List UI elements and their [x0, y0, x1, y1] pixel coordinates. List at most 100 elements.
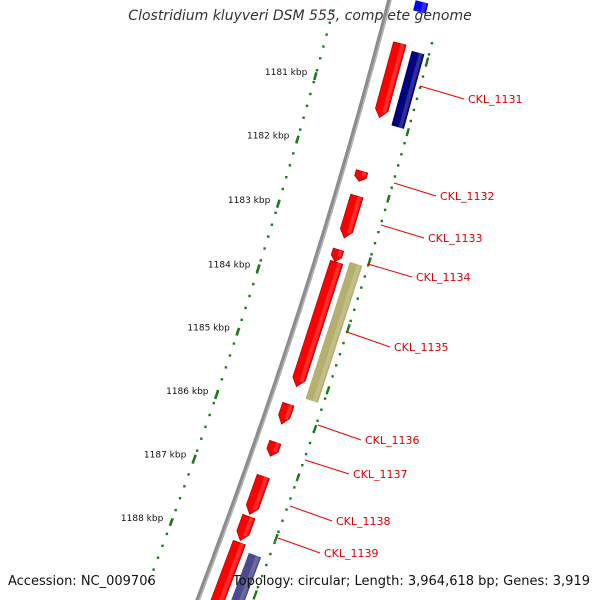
track-dash	[252, 590, 258, 599]
track-dot	[370, 253, 373, 256]
track-dot	[263, 247, 266, 250]
track-dot	[312, 80, 315, 84]
track-dot	[320, 408, 323, 411]
scale-tick	[295, 135, 300, 144]
gene-label-text: CKL_1138	[336, 515, 391, 528]
track-dot	[156, 556, 160, 559]
track-dot	[204, 425, 207, 428]
track-dot	[259, 259, 262, 262]
feature-body	[245, 473, 270, 515]
track-dot	[328, 21, 331, 24]
track-dot	[281, 519, 284, 522]
feature-olive	[305, 261, 363, 403]
feature-highlight	[361, 171, 367, 177]
track-dot	[316, 419, 319, 422]
leader-line	[304, 459, 350, 475]
track-dot	[261, 574, 264, 578]
feature-gene	[266, 439, 282, 457]
track-dot	[319, 57, 322, 60]
track-dot	[424, 64, 428, 67]
leader-line	[419, 85, 465, 100]
gene-label-text: CKL_1136	[365, 434, 420, 447]
gene-label-text: CKL_1139	[324, 547, 379, 560]
backbone-arc	[195, 0, 392, 600]
track-dot	[415, 97, 419, 100]
track-dot	[353, 308, 356, 311]
track-dot	[255, 271, 259, 274]
track-dot	[285, 508, 288, 511]
leader-line	[346, 331, 391, 348]
track-dot	[418, 86, 422, 89]
feature-body	[354, 169, 369, 182]
scale-tick	[235, 327, 241, 336]
track-dot	[373, 242, 377, 245]
track-dot	[323, 397, 327, 400]
track-dot	[430, 42, 434, 45]
feature-body	[330, 247, 345, 263]
feature-body	[292, 259, 344, 388]
track-dot	[305, 104, 309, 108]
track-dot	[356, 297, 359, 300]
track-dot	[195, 449, 199, 452]
scale-tick	[213, 390, 220, 400]
track-dot	[322, 45, 325, 48]
track-dot	[252, 282, 255, 286]
track-dot	[299, 128, 302, 131]
track-dot	[335, 364, 338, 367]
feature-highlight	[420, 2, 427, 14]
feature-gene	[210, 539, 246, 600]
gene-labels: CKL_1131 CKL_1132 CKL_1133 CKL_1134 CKL_1135…	[277, 85, 523, 560]
track-dot	[252, 597, 256, 600]
track-dot	[308, 441, 312, 445]
gene-label-ckl-1132: CKL_1132	[393, 182, 495, 203]
track-dot	[174, 508, 177, 512]
track-dot	[228, 354, 232, 357]
track-dot	[421, 75, 425, 78]
scale-tick	[275, 199, 281, 209]
feature-gene	[245, 473, 270, 515]
gene-label-text: CKL_1132	[440, 190, 495, 203]
gene-label-ckl-1137: CKL_1137	[304, 459, 408, 481]
track-dash	[325, 386, 331, 395]
scale-tick-label: 1186 kbp	[166, 387, 209, 397]
track-dot	[147, 580, 151, 583]
track-dot	[309, 92, 312, 96]
track-dot	[293, 486, 296, 489]
feature-slate	[231, 552, 262, 600]
track-dot	[325, 33, 328, 36]
track-dot	[220, 378, 224, 381]
track-dot	[400, 153, 403, 156]
gene-label-text: CKL_1134	[416, 271, 471, 284]
track-dot	[349, 319, 352, 323]
scale-ticks: 1181 kbp 1182 kbp 1183 kbp 1184 kbp 1185 kbp…	[121, 68, 318, 527]
track-dot	[304, 452, 308, 456]
track-dot	[178, 497, 182, 500]
gene-label-text: CKL_1131	[468, 93, 523, 106]
feature-body	[391, 50, 425, 129]
track-dot	[200, 437, 203, 440]
feature-highlight	[299, 262, 342, 383]
feature-gene	[375, 41, 407, 119]
track-dot	[273, 541, 276, 545]
track-dot	[288, 164, 292, 167]
track-dot	[292, 152, 295, 155]
track-dot	[244, 306, 247, 310]
track-dot	[248, 294, 251, 298]
track-dot	[383, 208, 387, 212]
track-dot	[232, 342, 236, 345]
scale-tick-label: 1187 kbp	[144, 451, 187, 461]
feature-highlight	[243, 516, 254, 537]
feature-body	[231, 552, 262, 600]
feature-blue	[413, 0, 429, 14]
track-dot	[363, 275, 366, 278]
track-dot	[269, 552, 272, 556]
track-dot	[390, 186, 393, 189]
track-dot	[427, 53, 431, 56]
track-dot	[315, 69, 319, 72]
track-dash	[386, 194, 391, 203]
track-dash	[312, 424, 318, 434]
feature-body	[266, 439, 282, 457]
genome-summary-text: Topology: circular; Length: 3,964,618 bp…	[232, 574, 590, 589]
scale-tick	[168, 517, 174, 527]
